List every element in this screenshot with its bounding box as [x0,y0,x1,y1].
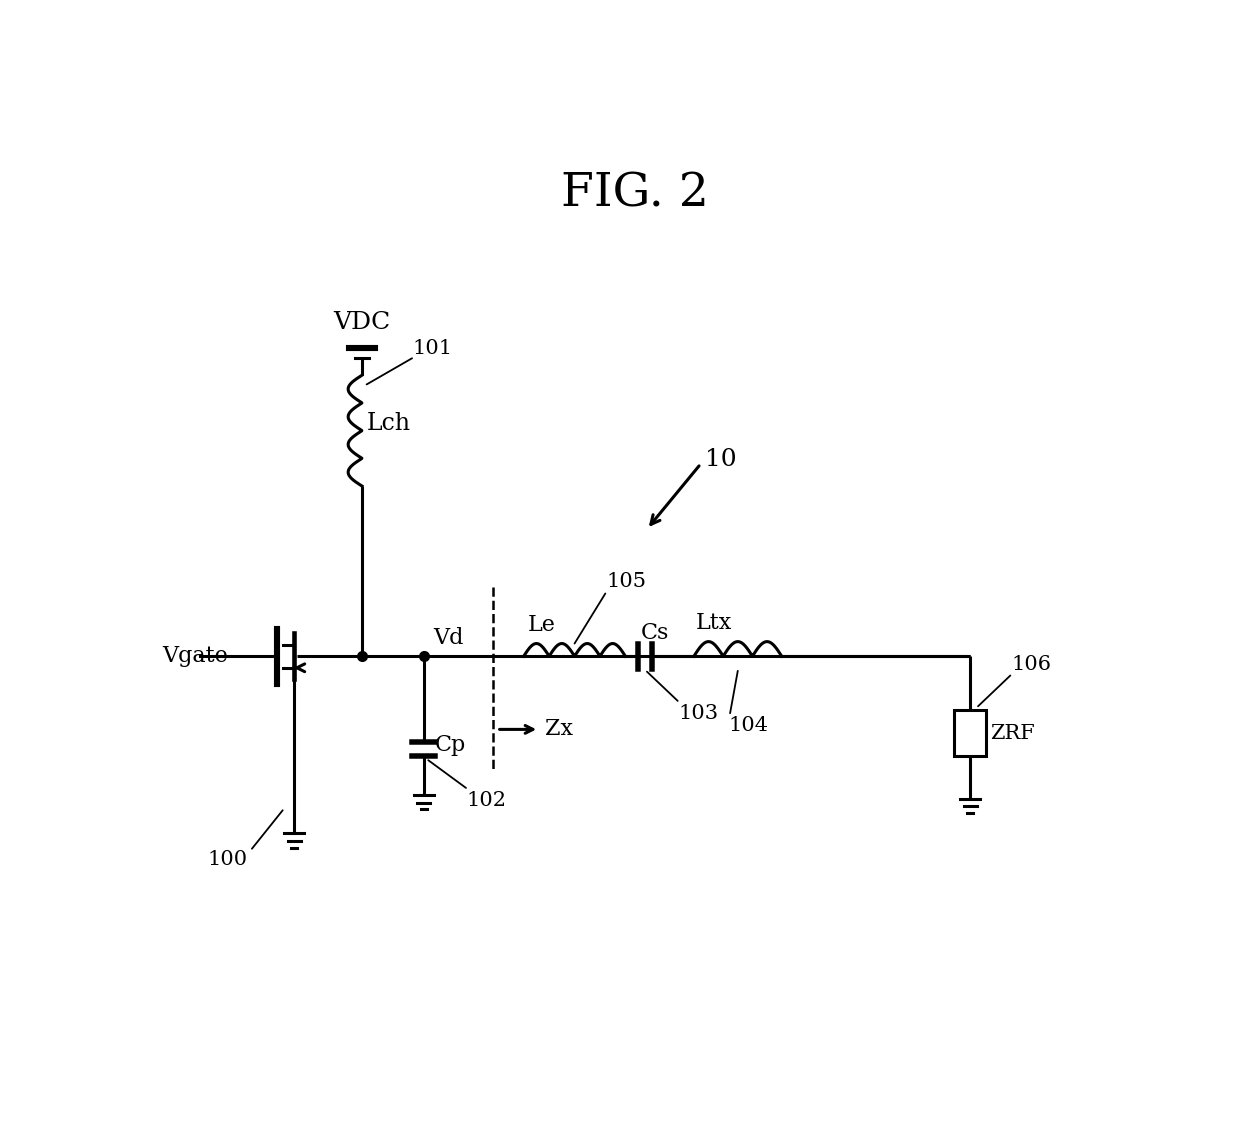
Text: VDC: VDC [333,311,390,335]
Text: Vd: Vd [432,627,463,648]
Text: 105: 105 [607,572,647,592]
Text: 102: 102 [466,791,506,810]
Text: 10: 10 [705,448,736,472]
Text: 100: 100 [208,851,248,870]
Text: 106: 106 [1011,655,1051,674]
Text: 103: 103 [679,703,719,723]
Text: Vgate: Vgate [162,646,228,667]
Text: FIG. 2: FIG. 2 [561,172,709,217]
Text: 104: 104 [729,716,768,734]
Text: Le: Le [528,614,555,636]
Text: ZRF: ZRF [990,724,1035,743]
Text: Zx: Zx [545,718,574,741]
Text: Lch: Lch [367,412,410,435]
Text: Cs: Cs [641,622,669,644]
Text: 101: 101 [413,339,452,359]
Text: Ltx: Ltx [695,612,732,633]
Text: Cp: Cp [435,734,466,756]
Bar [954,710,986,757]
